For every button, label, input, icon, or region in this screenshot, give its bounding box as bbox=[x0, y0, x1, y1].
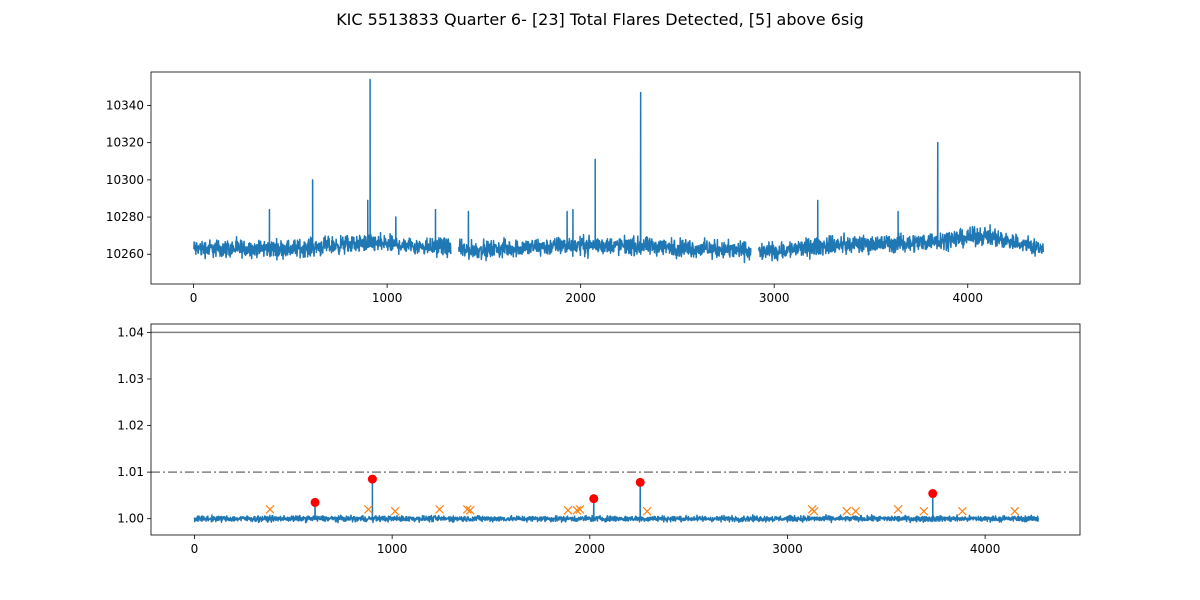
bottom-x-tick-label: 4000 bbox=[970, 542, 1001, 556]
top-x-tick-label: 0 bbox=[190, 291, 198, 305]
bottom-x-tick-label: 1000 bbox=[377, 542, 408, 556]
top-lightcurve-segment bbox=[192, 78, 452, 261]
flare-detected-marker bbox=[435, 504, 445, 514]
flare-detected-marker bbox=[1010, 506, 1020, 516]
bottom-subplot-normalized-flux: 0 1000 2000 3000 4000 1.00 1.01 1.02 1.03 1.04 bbox=[117, 323, 1081, 556]
flare-detected-marker bbox=[563, 505, 573, 515]
top-lightcurve-segment bbox=[757, 141, 1044, 262]
flare-detected-marker bbox=[575, 504, 585, 514]
top-lightcurve-layer bbox=[192, 78, 1044, 264]
top-x-tick-label: 2000 bbox=[565, 291, 596, 305]
top-y-tick-label: 10300 bbox=[106, 173, 144, 187]
top-subplot-lightcurve: 0 1000 2000 3000 4000 10260 10280 10300 10320 103… bbox=[106, 71, 1081, 305]
bottom-axes-frame bbox=[150, 323, 1081, 536]
flare-above-6sig-marker bbox=[635, 477, 645, 487]
flare-detected-marker bbox=[957, 506, 967, 516]
flare-detected-marker bbox=[809, 506, 819, 516]
flare-detected-marker bbox=[462, 504, 472, 514]
bottom-x-tick-label: 0 bbox=[191, 542, 199, 556]
flare-above-6sig-marker bbox=[589, 494, 599, 504]
flare-detected-marker bbox=[364, 504, 373, 514]
bottom-y-tick-label: 1.01 bbox=[117, 465, 144, 479]
flare-above-6sig-marker bbox=[310, 497, 320, 507]
flare-above-6sig-marker bbox=[367, 474, 377, 484]
flare-detected-marker bbox=[842, 506, 852, 516]
flare-detected-marker bbox=[572, 505, 582, 515]
bottom-y-tick-label: 1.04 bbox=[117, 325, 144, 339]
top-x-tick-label: 3000 bbox=[759, 291, 790, 305]
flare-detected-marker bbox=[390, 506, 400, 516]
top-y-tick-label: 10260 bbox=[106, 247, 144, 261]
flare-detected-marker bbox=[851, 506, 861, 516]
flare-detected-marker bbox=[893, 504, 903, 514]
bottom-x-tick-label: 2000 bbox=[575, 542, 606, 556]
top-y-tick-label: 10280 bbox=[106, 210, 144, 224]
top-axes-frame bbox=[150, 71, 1081, 285]
top-y-tick-label: 10320 bbox=[106, 136, 144, 150]
top-x-tick-label: 4000 bbox=[952, 291, 983, 305]
top-lightcurve-segment bbox=[457, 91, 752, 264]
flare-above-6sig-marker bbox=[928, 489, 938, 499]
flare-detected-marker bbox=[919, 506, 929, 516]
top-x-tick-label: 1000 bbox=[372, 291, 403, 305]
normalized-flux-line bbox=[193, 478, 1040, 524]
bottom-y-tick-label: 1.00 bbox=[117, 512, 144, 526]
bottom-plot-layer bbox=[151, 331, 1080, 524]
top-y-tick-label: 10340 bbox=[106, 98, 144, 112]
flare-detected-marker bbox=[642, 506, 652, 516]
figure-title: KIC 5513833 Quarter 6- [23] Total Flares… bbox=[336, 10, 864, 29]
bottom-y-tick-label: 1.02 bbox=[117, 419, 144, 433]
bottom-y-tick-label: 1.03 bbox=[117, 372, 144, 386]
bottom-x-tick-label: 3000 bbox=[772, 542, 803, 556]
flare-detected-marker bbox=[465, 505, 475, 515]
flare-detected-marker bbox=[265, 504, 275, 514]
